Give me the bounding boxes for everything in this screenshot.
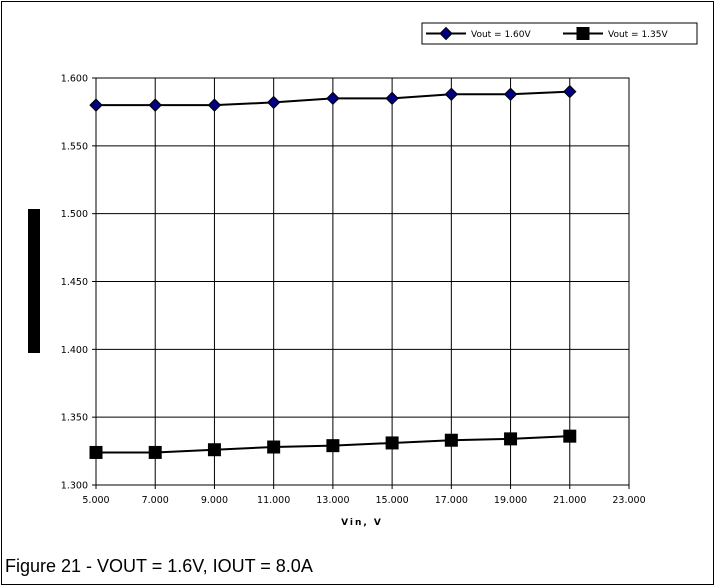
figure-caption: Figure 21 - VOUT = 1.6V, IOUT = 8.0A (5, 556, 313, 576)
x-tick-label: 19.000 (494, 495, 527, 506)
data-point (207, 98, 222, 112)
x-tick-label: 17.000 (435, 495, 468, 506)
data-point (563, 84, 577, 99)
y-tick-label: 1.450 (61, 277, 88, 288)
x-tick-label: 11.000 (257, 495, 290, 506)
data-point (326, 91, 340, 106)
legend-marker (576, 27, 590, 40)
data-point (444, 433, 458, 447)
x-tick-label: 21.000 (553, 495, 586, 506)
data-point (503, 87, 518, 101)
legend: Vout = 1.60V Vout = 1.35V (421, 22, 698, 45)
x-tick-label: 15.000 (375, 495, 408, 506)
x-tick-label: 13.000 (316, 495, 349, 506)
data-point (89, 445, 103, 459)
x-tick-label: 5.000 (82, 495, 109, 506)
legend-box (421, 22, 698, 45)
x-tick-label: 23.000 (612, 495, 645, 506)
series-1 (89, 84, 577, 112)
data-point (89, 98, 103, 112)
legend-label: Vout = 1.35V (608, 30, 668, 40)
data-point (385, 91, 399, 106)
data-point (148, 445, 162, 459)
plot-area (95, 77, 630, 486)
grid-lines (92, 77, 630, 489)
y-tick-label: 1.350 (61, 413, 88, 424)
data-point (148, 98, 162, 112)
y-tick-label: 1.600 (61, 74, 88, 85)
data-point (326, 439, 340, 453)
data-point (385, 436, 399, 450)
x-axis-title: Vin, V (341, 518, 383, 528)
data-point (444, 87, 459, 101)
y-axis-label-block (28, 209, 40, 353)
series-group (89, 84, 577, 459)
data-point (504, 432, 518, 446)
y-tick-label: 1.400 (61, 345, 88, 356)
legend-label: Vout = 1.60V (471, 30, 531, 40)
data-point (207, 443, 221, 457)
series-2 (89, 429, 577, 459)
data-point (563, 429, 577, 443)
y-tick-label: 1.500 (61, 209, 88, 220)
x-tick-label: 7.000 (142, 495, 169, 506)
data-point (266, 95, 281, 110)
y-tick-label: 1.550 (61, 141, 88, 152)
data-point (267, 440, 281, 454)
tick-labels: 1.300 1.350 1.400 1.450 1.500 1.550 1.600 5.000… (61, 74, 646, 507)
legend-marker (439, 26, 453, 41)
y-tick-label: 1.300 (61, 481, 88, 492)
x-tick-label: 9.000 (201, 495, 228, 506)
